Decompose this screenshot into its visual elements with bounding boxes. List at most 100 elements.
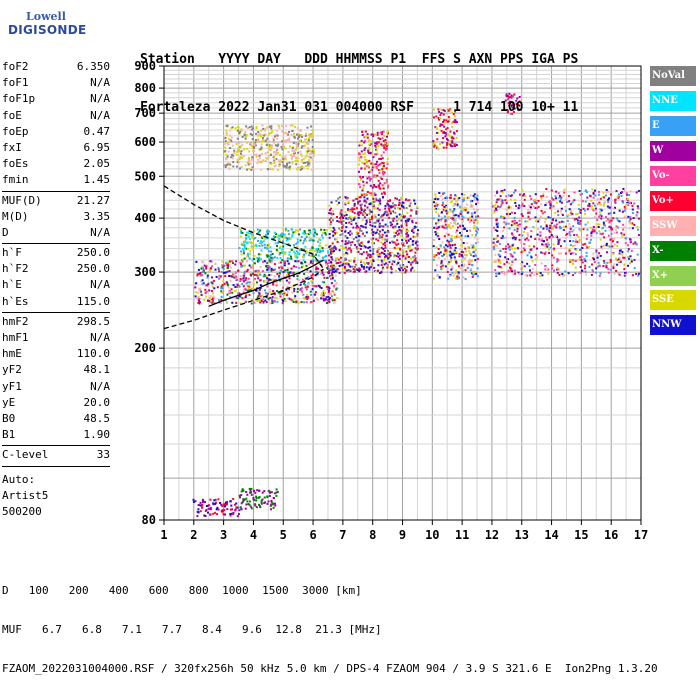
echo-point	[253, 288, 256, 290]
echo-point	[247, 163, 250, 166]
echo-point	[616, 219, 619, 222]
echo-point	[273, 256, 276, 259]
echo-point	[378, 198, 381, 200]
echo-point	[623, 256, 626, 259]
echo-point	[539, 231, 542, 234]
echo-point	[352, 270, 355, 273]
echo-point	[546, 244, 549, 247]
echo-point	[525, 226, 528, 229]
echo-point	[406, 199, 409, 202]
echo-point	[470, 212, 473, 215]
echo-point	[415, 226, 418, 229]
echo-point	[293, 149, 295, 152]
echo-point	[358, 196, 361, 199]
echo-point	[215, 508, 218, 511]
echo-point	[350, 223, 353, 226]
echo-point	[436, 203, 439, 206]
echo-point	[364, 270, 367, 273]
echo-point	[243, 247, 246, 250]
echo-point	[437, 214, 440, 217]
echo-point	[469, 260, 472, 263]
echo-point	[270, 256, 273, 259]
echo-point	[404, 271, 407, 274]
echo-point	[591, 269, 594, 272]
echo-point	[224, 504, 227, 507]
echo-point	[363, 156, 366, 159]
echo-point	[505, 258, 508, 261]
echo-point	[473, 196, 476, 199]
echo-point	[372, 249, 375, 252]
echo-point	[548, 200, 551, 203]
echo-point	[437, 148, 440, 151]
echo-point	[255, 499, 258, 502]
echo-point	[607, 190, 610, 193]
echo-point	[517, 271, 520, 274]
echo-point	[386, 135, 388, 138]
echo-point	[356, 212, 359, 215]
echo-point	[285, 132, 288, 135]
echo-point	[363, 245, 366, 248]
echo-point	[616, 217, 618, 220]
echo-point	[293, 136, 296, 139]
echo-point	[242, 285, 245, 288]
echo-point	[453, 214, 456, 217]
echo-point	[247, 235, 250, 238]
echo-point	[493, 226, 496, 229]
echo-point	[371, 263, 374, 266]
echo-point	[300, 146, 303, 149]
echo-point	[281, 156, 284, 159]
echo-point	[333, 301, 336, 304]
echo-point	[516, 106, 519, 109]
echo-point	[268, 230, 271, 233]
param-label: fmin	[2, 173, 29, 187]
echo-point	[231, 126, 234, 129]
echo-point	[360, 156, 363, 159]
echo-point	[309, 152, 312, 155]
echo-point	[468, 260, 471, 263]
echo-point	[197, 511, 200, 514]
echo-point	[330, 250, 332, 253]
echo-point	[281, 140, 284, 143]
echo-point	[297, 301, 300, 304]
echo-point	[372, 135, 375, 138]
echo-point	[223, 271, 226, 274]
echo-point	[557, 238, 559, 241]
echo-point	[238, 295, 241, 297]
echo-point	[437, 256, 440, 259]
echo-point	[567, 195, 570, 198]
echo-point	[588, 241, 591, 244]
echo-point	[272, 506, 275, 509]
echo-point	[360, 253, 363, 256]
echo-point	[344, 259, 347, 261]
param-value: N/A	[90, 108, 110, 122]
echo-point	[283, 264, 286, 267]
echo-point	[374, 153, 376, 156]
echo-point	[374, 174, 377, 177]
echo-point	[227, 265, 230, 268]
echo-point	[229, 147, 232, 149]
echo-point	[284, 165, 287, 168]
echo-point	[577, 235, 580, 238]
echo-point	[341, 264, 344, 267]
echo-point	[309, 249, 312, 252]
echo-point	[264, 246, 266, 249]
echo-point	[400, 224, 403, 227]
echo-point	[383, 164, 385, 167]
echo-point	[599, 272, 602, 275]
echo-point	[304, 261, 306, 263]
echo-point	[225, 503, 228, 506]
echo-point	[306, 294, 309, 296]
echo-point	[284, 147, 287, 150]
echo-point	[592, 202, 595, 205]
echo-point	[242, 289, 245, 292]
echo-point	[518, 204, 521, 207]
echo-point	[260, 499, 263, 502]
echo-point	[293, 132, 295, 135]
echo-point	[213, 287, 216, 290]
echo-point	[508, 100, 511, 103]
echo-point	[261, 152, 263, 155]
echo-point	[444, 132, 447, 135]
echo-point	[299, 129, 302, 132]
echo-point	[320, 287, 323, 289]
echo-point	[360, 208, 363, 211]
